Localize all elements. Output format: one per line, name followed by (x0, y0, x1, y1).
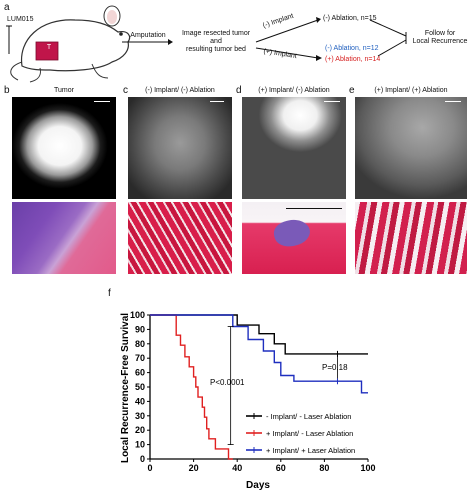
tumor-label: T (46, 44, 52, 51)
legend-label-3: + Implant/ + Laser Ablation (266, 446, 355, 455)
panel-c-title: (-) Implant/ (-) Ablation (145, 87, 215, 94)
outcome-plus-minus: (-) Ablation, n=12 (325, 45, 379, 52)
y-tick-label: 20 (135, 425, 145, 435)
step-image-block: Image resected tumor and resulting tumor… (175, 30, 257, 54)
histology-image-tumor (12, 202, 116, 274)
follow-line1: Follow for (424, 30, 456, 37)
histology-image-no-implant (128, 202, 232, 274)
implant-region (271, 216, 313, 250)
arrow-minus-implant (255, 19, 319, 43)
x-tick-label: 80 (319, 463, 329, 473)
fluorescence-image-implant-ablation (355, 97, 467, 199)
histology-image-implant-ablation (355, 202, 467, 274)
chart-series (150, 314, 368, 460)
scale-bar (286, 208, 342, 209)
y-tick-label: 0 (140, 454, 145, 464)
x-tick-label: 20 (189, 463, 199, 473)
survival-curve-1 (150, 314, 368, 355)
y-tick-label: 40 (135, 396, 145, 406)
survival-curve-3 (150, 314, 368, 394)
panel-a-letter: a (4, 2, 10, 13)
x-tick-label: 60 (276, 463, 286, 473)
step-amputation: Amputation (130, 32, 166, 39)
scale-bar (324, 101, 340, 102)
y-tick-label: 60 (135, 368, 145, 378)
panel-b-letter: b (4, 85, 10, 96)
histology-image-implant-no-ablation (242, 202, 346, 274)
y-axis-label: Local Recurrence-Free Survival (120, 313, 131, 463)
scale-bar (94, 101, 110, 102)
panel-b-title: Tumor (54, 87, 74, 94)
arrow-plus-implant-head (316, 55, 322, 61)
y-tick-label: 100 (130, 310, 145, 320)
mouse-front-leg-shape (91, 63, 109, 79)
arrow-amputation-head (168, 39, 173, 45)
panel-d-letter: d (236, 85, 242, 96)
mouse-illustration (6, 5, 407, 83)
arrow-to-follow-top (369, 19, 407, 37)
scale-bar (445, 101, 461, 102)
chart-legend: - Implant/ - Laser Ablation + Implant/ - … (246, 412, 355, 455)
follow-line2: Local Recurrence (412, 38, 468, 45)
tumor-marker (35, 41, 59, 61)
p-value-annotation-1: P<0.0001 (210, 378, 245, 387)
arrow-to-follow-bottom (377, 39, 407, 57)
outcome-plus-plus: (+) Ablation, n=14 (325, 56, 381, 63)
survival-curve-2 (150, 314, 233, 460)
x-tick-label: 0 (147, 463, 152, 473)
mouse-leg-shape (29, 67, 41, 83)
arrow-plus-implant (255, 47, 319, 59)
step-image-line3: resulting tumor bed (186, 46, 246, 53)
step-image-line2: and (210, 38, 222, 45)
mouse-eye-shape (119, 32, 123, 36)
outcome-minus-minus: (-) Ablation, n=15 (323, 15, 377, 22)
panel-e-letter: e (349, 85, 355, 96)
scale-bar (210, 101, 224, 102)
y-tick-label: 50 (135, 382, 145, 392)
arrow-minus-implant-head (316, 17, 321, 23)
experiment-schematic: LUM015 T Amputation Image resected tumor… (0, 0, 474, 85)
p-value-annotation-2: P=0.18 (322, 363, 348, 372)
x-tick-label: 40 (232, 463, 242, 473)
chart-axes: 0 20 40 60 80 100 0 10 20 30 40 50 60 70 80 90 100 (130, 310, 376, 473)
mouse-inner-ear-shape (107, 10, 117, 24)
legend-label-2: + Implant/ - Laser Ablation (266, 429, 353, 438)
follow-block: Follow for Local Recurrence (408, 30, 472, 46)
x-tick-label: 100 (360, 463, 375, 473)
fluorescence-image-implant-no-ablation (242, 97, 346, 199)
y-tick-label: 90 (135, 324, 145, 334)
fluorescence-image-tumor (12, 97, 116, 199)
y-tick-label: 30 (135, 411, 145, 421)
survival-chart: 0 20 40 60 80 100 0 10 20 30 40 50 60 70 80 90 100 - Imp… (120, 310, 376, 491)
panel-e-title: (+) Implant/ (+) Ablation (374, 87, 448, 94)
panel-c-letter: c (123, 85, 128, 96)
y-tick-label: 70 (135, 353, 145, 363)
agent-label: LUM015 (7, 16, 34, 23)
x-axis-label: Days (246, 480, 270, 491)
step-image-line1: Image resected tumor (181, 30, 251, 37)
mouse-tail-shape (10, 61, 23, 81)
fluorescence-image-no-implant (128, 97, 232, 199)
y-tick-label: 10 (135, 440, 145, 450)
panel-f-letter: f (108, 288, 111, 299)
y-tick-label: 80 (135, 339, 145, 349)
legend-label-1: - Implant/ - Laser Ablation (266, 412, 351, 421)
panel-d-title: (+) Implant/ (-) Ablation (258, 87, 330, 94)
